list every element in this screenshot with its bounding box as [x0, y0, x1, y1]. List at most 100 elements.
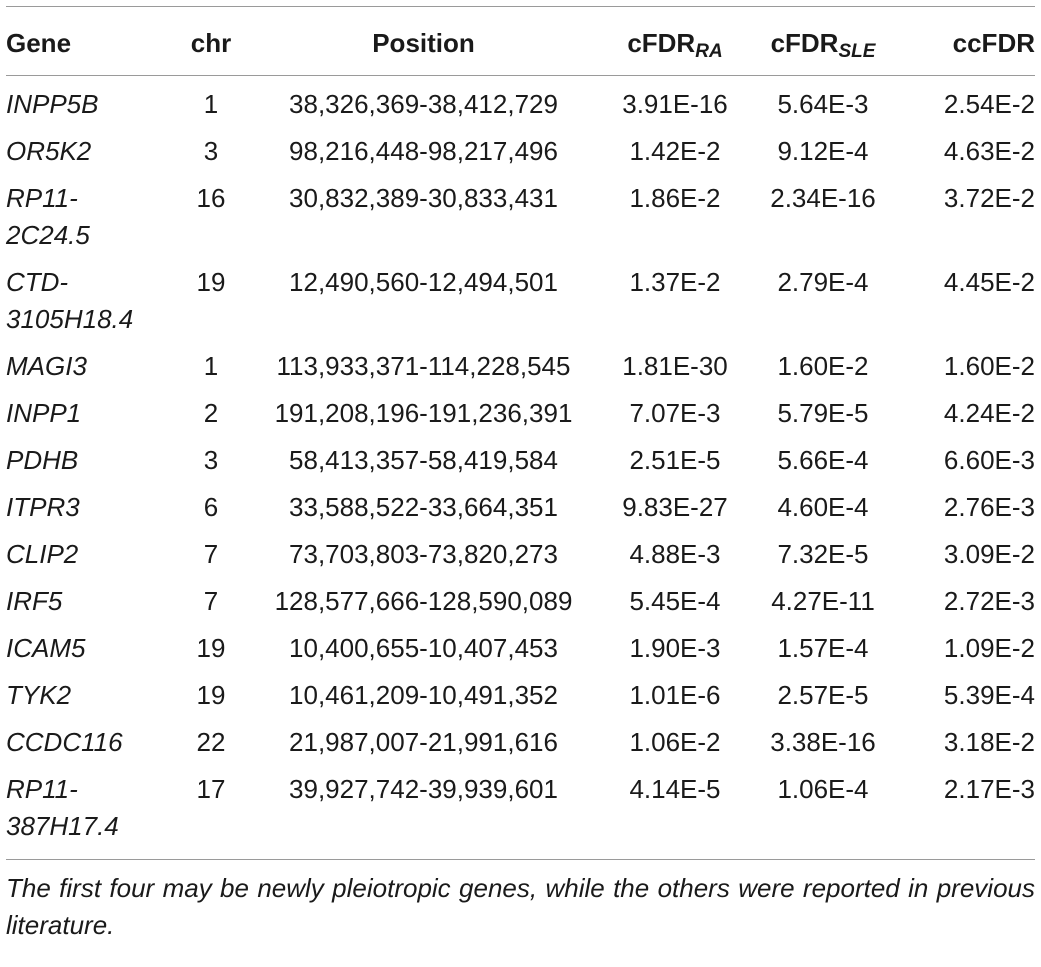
cfdr-sle-cell: 5.66E-4: [777, 445, 869, 475]
cfdr-sle-cell: 2.34E-16: [770, 183, 876, 213]
gene-cell: CLIP2: [6, 530, 176, 577]
position-cell: 10,461,209-10,491,352: [289, 680, 558, 710]
ccfdr-cell: 2.54E-2: [943, 89, 1035, 119]
gene-name-line1: ICAM5: [6, 633, 86, 663]
cfdr-sle-cell: 4.27E-11: [771, 586, 875, 616]
position-cell: 98,216,448-98,217,496: [289, 136, 558, 166]
cfdr-ra-cell: 3.91E-16: [622, 89, 728, 119]
position-cell: 38,326,369-38,412,729: [289, 89, 558, 119]
table-row: PDHB 3 58,413,357-58,419,584 2.51E-5 5.66E-4…: [6, 436, 1035, 483]
gene-name-line2: 387H17.4: [6, 811, 119, 841]
gene-cell: INPP5B: [6, 76, 176, 128]
gene-name-line2: 3105H18.4: [6, 304, 134, 334]
cfdr-ra-cell: 1.37E-2: [629, 267, 721, 297]
header-cfdr-sle-text: cFDR: [770, 27, 839, 58]
table-container: Gene chr Position cFDRRA cFDRSLE ccFDR I…: [6, 6, 1035, 944]
gene-cell: ITPR3: [6, 483, 176, 530]
gene-cell: CCDC116: [6, 718, 176, 765]
position-cell: 10,400,655-10,407,453: [289, 633, 558, 663]
chr-cell: 2: [203, 398, 219, 428]
cfdr-ra-cell: 1.90E-3: [629, 633, 721, 663]
chr-cell: 22: [196, 727, 226, 757]
gene-table: Gene chr Position cFDRRA cFDRSLE ccFDR I…: [6, 7, 1035, 859]
gene-name-line1: INPP5B: [6, 89, 99, 119]
cfdr-sle-cell: 1.57E-4: [777, 633, 869, 663]
cfdr-sle-cell: 3.38E-16: [770, 727, 876, 757]
table-row: ITPR3 6 33,588,522-33,664,351 9.83E-27 4.60E…: [6, 483, 1035, 530]
table-row: RP11- 2C24.5 16 30,832,389-30,833,431 1.86E-…: [6, 174, 1035, 258]
chr-cell: 7: [203, 586, 219, 616]
gene-cell: TYK2: [6, 671, 176, 718]
table-footnote: The first four may be newly pleiotropic …: [6, 873, 1035, 940]
cfdr-sle-cell: 9.12E-4: [777, 136, 869, 166]
cfdr-sle-cell: 1.06E-4: [777, 774, 869, 804]
chr-cell: 16: [196, 183, 226, 213]
cfdr-sle-cell: 2.57E-5: [777, 680, 869, 710]
chr-cell: 19: [196, 633, 226, 663]
gene-cell: INPP1: [6, 389, 176, 436]
position-cell: 39,927,742-39,939,601: [289, 774, 558, 804]
gene-cell: RP11- 387H17.4: [6, 765, 176, 859]
gene-name-line2: 2C24.5: [6, 220, 90, 250]
cfdr-ra-cell: 4.88E-3: [629, 539, 721, 569]
ccfdr-cell: 2.76E-3: [943, 492, 1035, 522]
header-cfdr-ra-sub: RA: [695, 40, 723, 62]
ccfdr-cell: 3.18E-2: [943, 727, 1035, 757]
bottom-rule: [6, 859, 1035, 860]
table-row: MAGI3 1 113,933,371-114,228,545 1.81E-30 1.6…: [6, 342, 1035, 389]
table-row: IRF5 7 128,577,666-128,590,089 5.45E-4 4.27E…: [6, 577, 1035, 624]
position-cell: 113,933,371-114,228,545: [276, 351, 571, 381]
gene-name-line1: CLIP2: [6, 539, 79, 569]
cfdr-sle-cell: 1.60E-2: [777, 351, 869, 381]
table-row: CCDC116 22 21,987,007-21,991,616 1.06E-2 3.3…: [6, 718, 1035, 765]
gene-name-line1: OR5K2: [6, 136, 92, 166]
ccfdr-cell: 6.60E-3: [943, 445, 1035, 475]
cfdr-ra-cell: 4.14E-5: [629, 774, 721, 804]
header-gene: Gene: [6, 27, 72, 58]
cfdr-ra-cell: 1.81E-30: [622, 351, 728, 381]
gene-name-line1: RP11-: [6, 183, 78, 213]
gene-cell: CTD- 3105H18.4: [6, 258, 176, 342]
ccfdr-cell: 1.60E-2: [943, 351, 1035, 381]
gene-name-line1: CCDC116: [6, 727, 123, 757]
top-rule: [6, 6, 1035, 7]
chr-cell: 3: [203, 445, 219, 475]
ccfdr-cell: 1.09E-2: [943, 633, 1035, 663]
gene-cell: RP11- 2C24.5: [6, 174, 176, 258]
header-position: Position: [372, 27, 475, 58]
chr-cell: 19: [196, 680, 226, 710]
chr-cell: 17: [196, 774, 226, 804]
gene-name-line1: TYK2: [6, 680, 72, 710]
table-row: INPP1 2 191,208,196-191,236,391 7.07E-3 5.79…: [6, 389, 1035, 436]
chr-cell: 1: [203, 89, 219, 119]
gene-cell: MAGI3: [6, 342, 176, 389]
header-cfdr-ra-text: cFDR: [627, 27, 696, 58]
position-cell: 12,490,560-12,494,501: [289, 267, 558, 297]
table-row: CTD- 3105H18.4 19 12,490,560-12,494,501 1.37…: [6, 258, 1035, 342]
cfdr-ra-cell: 5.45E-4: [629, 586, 721, 616]
table-header: Gene chr Position cFDRRA cFDRSLE ccFDR: [6, 7, 1035, 76]
chr-cell: 6: [203, 492, 219, 522]
gene-name-line1: ITPR3: [6, 492, 80, 522]
ccfdr-cell: 2.72E-3: [943, 586, 1035, 616]
chr-cell: 7: [203, 539, 219, 569]
cfdr-ra-cell: 1.01E-6: [629, 680, 721, 710]
gene-cell: OR5K2: [6, 127, 176, 174]
position-cell: 30,832,389-30,833,431: [289, 183, 558, 213]
cfdr-sle-cell: 4.60E-4: [777, 492, 869, 522]
ccfdr-cell: 2.17E-3: [943, 774, 1035, 804]
gene-name-line1: RP11-: [6, 774, 78, 804]
table-row: ICAM5 19 10,400,655-10,407,453 1.90E-3 1.57E…: [6, 624, 1035, 671]
position-cell: 21,987,007-21,991,616: [289, 727, 558, 757]
gene-name-line1: INPP1: [6, 398, 82, 428]
ccfdr-cell: 3.09E-2: [943, 539, 1035, 569]
table-row: INPP5B 1 38,326,369-38,412,729 3.91E-16 5.64…: [6, 76, 1035, 128]
gene-cell: ICAM5: [6, 624, 176, 671]
position-cell: 33,588,522-33,664,351: [289, 492, 558, 522]
position-cell: 58,413,357-58,419,584: [289, 445, 558, 475]
position-cell: 191,208,196-191,236,391: [274, 398, 573, 428]
cfdr-ra-cell: 9.83E-27: [622, 492, 728, 522]
table-row: RP11- 387H17.4 17 39,927,742-39,939,601 4.14…: [6, 765, 1035, 859]
ccfdr-cell: 4.63E-2: [943, 136, 1035, 166]
position-cell: 73,703,803-73,820,273: [289, 539, 558, 569]
